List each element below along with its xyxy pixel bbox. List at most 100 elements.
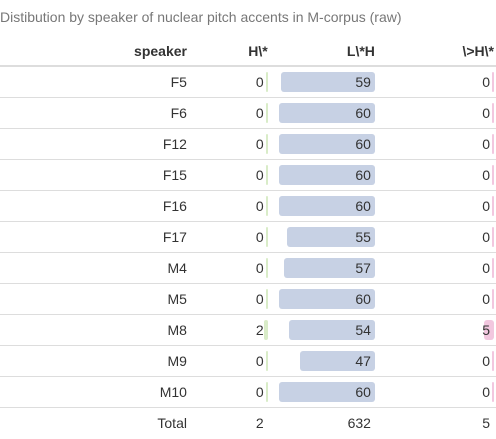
dh-cell: 0 [376, 159, 496, 191]
dh-bar [484, 320, 494, 340]
cell-value: 60 [355, 291, 371, 307]
lh-cell: 60 [269, 190, 377, 222]
dh-bar [492, 196, 494, 216]
dh-bar [492, 382, 494, 402]
dh-cell: 5 [376, 314, 496, 346]
column-header-h[interactable]: H\* [190, 37, 270, 67]
lh-cell: 60 [269, 376, 377, 408]
lh-cell: 54 [269, 314, 377, 346]
lh-cell: 60 [269, 97, 377, 129]
lh-bar [278, 289, 375, 309]
h-bar [265, 227, 268, 247]
h-bar [265, 258, 268, 278]
speaker-cell: F12 [0, 128, 191, 160]
h-cell: 0 [190, 283, 270, 315]
lh-cell: 57 [269, 252, 377, 284]
table-row: M9 0 47 0 [0, 345, 496, 377]
lh-cell: 60 [269, 159, 377, 191]
lh-bar [283, 258, 375, 278]
pitch-accent-table: speaker H\* L\*H \>H\* F5 0 59 0 F6 0 60 0 F12 0 6… [0, 37, 496, 438]
table-row: F6 0 60 0 [0, 97, 496, 129]
table-row: M4 0 57 0 [0, 252, 496, 284]
speaker-cell: F5 [0, 66, 191, 98]
cell-value: 60 [355, 384, 371, 400]
cell-value: 55 [355, 229, 371, 245]
cell-value: 0 [482, 136, 490, 152]
speaker-label: F6 [170, 105, 187, 121]
h-bar [263, 320, 268, 340]
cell-value: 2 [255, 322, 264, 338]
cell-value: 0 [255, 291, 264, 307]
table-row: M8 2 54 5 [0, 314, 496, 346]
cell-value: 0 [255, 74, 264, 90]
h-bar [265, 72, 268, 92]
h-cell: 0 [191, 66, 270, 98]
speaker-label: F15 [162, 167, 187, 183]
cell-value: 0 [255, 384, 264, 400]
cell-value: 0 [482, 167, 490, 183]
cell-value: 5 [482, 322, 490, 338]
speaker-label: F5 [170, 74, 187, 90]
table-row: M5 0 60 0 [0, 283, 496, 315]
h-bar [265, 382, 268, 402]
column-header-lh[interactable]: L\*H [269, 37, 377, 67]
speaker-label: F17 [162, 229, 187, 245]
dh-bar [492, 258, 494, 278]
cell-value: 59 [355, 74, 371, 90]
table-caption: Distibution by speaker of nuclear pitch … [0, 9, 402, 25]
speaker-label: M4 [167, 260, 187, 276]
dh-cell: 0 [376, 128, 496, 160]
dh-cell: 0 [376, 345, 496, 377]
lh-bar [286, 227, 375, 247]
speaker-label: F12 [162, 136, 187, 152]
cell-value: 0 [482, 229, 490, 245]
dh-bar [492, 351, 494, 371]
dh-bar [492, 227, 494, 247]
lh-bar [288, 320, 375, 340]
h-cell: 0 [190, 190, 270, 222]
speaker-cell: M8 [0, 314, 191, 346]
h-bar [265, 165, 268, 185]
cell-value: 60 [355, 136, 371, 152]
lh-bar [278, 165, 375, 185]
cell-value: 0 [482, 384, 490, 400]
h-bar [265, 351, 268, 371]
total-lh: 632 [269, 407, 377, 438]
dh-bar [492, 103, 494, 123]
cell-value: 47 [355, 353, 371, 369]
cell-value: 0 [482, 291, 490, 307]
h-cell: 2 [190, 314, 270, 346]
speaker-cell: M4 [0, 252, 191, 284]
lh-cell: 60 [269, 128, 377, 160]
dh-cell: 0 [376, 190, 496, 222]
cell-value: 0 [482, 74, 490, 90]
cell-value: 0 [255, 353, 264, 369]
cell-value: 0 [255, 167, 264, 183]
h-bar [265, 196, 268, 216]
dh-cell: 0 [377, 66, 496, 98]
h-cell: 0 [190, 345, 270, 377]
table-row: F16 0 60 0 [0, 190, 496, 222]
table-row: F12 0 60 0 [0, 128, 496, 160]
dh-cell: 0 [376, 221, 496, 253]
cell-value: 0 [255, 260, 264, 276]
lh-bar [278, 382, 375, 402]
cell-value: 0 [482, 105, 490, 121]
h-bar [265, 289, 268, 309]
h-cell: 0 [190, 128, 270, 160]
speaker-label: M10 [159, 384, 187, 400]
column-header-speaker[interactable]: speaker [0, 37, 191, 67]
lh-bar [278, 103, 375, 123]
cell-value: 54 [355, 322, 371, 338]
total-row: Total 2 632 5 [0, 407, 496, 438]
h-cell: 0 [190, 159, 270, 191]
header-row: speaker H\* L\*H \>H\* [0, 37, 496, 67]
cell-value: 0 [255, 136, 264, 152]
table-row: F15 0 60 0 [0, 159, 496, 191]
h-cell: 0 [190, 97, 270, 129]
speaker-label: F16 [162, 198, 187, 214]
lh-cell: 47 [269, 345, 377, 377]
column-header-dh[interactable]: \>H\* [376, 37, 496, 67]
dh-cell: 0 [376, 252, 496, 284]
cell-value: 0 [255, 198, 264, 214]
